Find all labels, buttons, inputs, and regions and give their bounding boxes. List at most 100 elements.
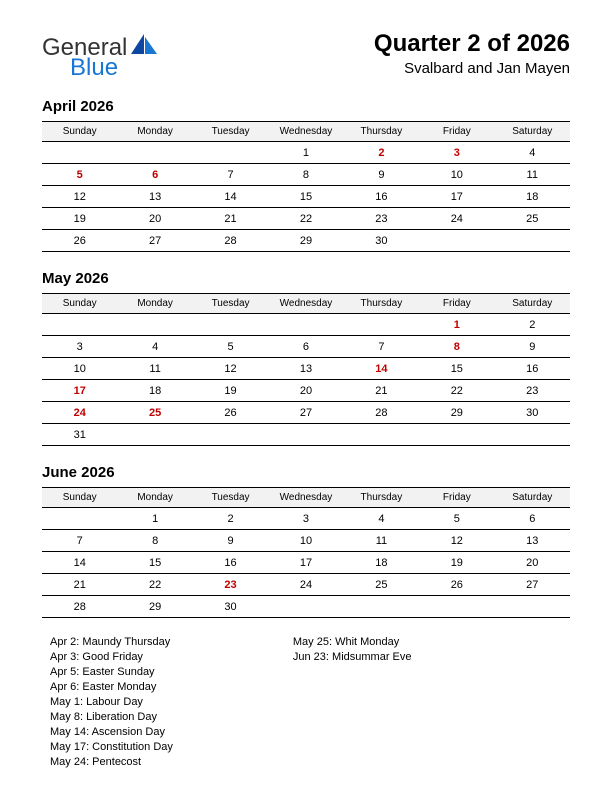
calendar-cell [42, 508, 117, 530]
month-name: May 2026 [42, 270, 570, 287]
calendar-cell: 20 [117, 208, 192, 230]
weekday-header: Wednesday [268, 294, 343, 314]
calendar-cell: 19 [419, 552, 494, 574]
calendar-cell: 29 [117, 596, 192, 618]
calendar-row: 31 [42, 424, 570, 446]
calendar-cell: 20 [495, 552, 570, 574]
calendar-cell: 9 [193, 530, 268, 552]
page-title: Quarter 2 of 2026 [374, 30, 570, 58]
month-name: June 2026 [42, 464, 570, 481]
weekday-header: Thursday [344, 488, 419, 508]
calendar-cell: 2 [344, 142, 419, 164]
calendar-cell [42, 314, 117, 336]
calendar-cell: 10 [268, 530, 343, 552]
calendar-cell: 29 [268, 230, 343, 252]
weekday-header: Saturday [495, 122, 570, 142]
holiday-col-2: May 25: Whit MondayJun 23: Midsummar Eve [293, 636, 412, 768]
calendar-cell [117, 142, 192, 164]
weekday-header: Friday [419, 122, 494, 142]
calendar-cell [495, 424, 570, 446]
calendar-cell: 16 [193, 552, 268, 574]
calendar-cell: 2 [495, 314, 570, 336]
logo-sail-icon [131, 34, 157, 54]
calendar-row: 14151617181920 [42, 552, 570, 574]
calendar-cell: 28 [193, 230, 268, 252]
calendar-cell: 14 [344, 358, 419, 380]
calendar-cell: 7 [42, 530, 117, 552]
calendar-cell: 17 [419, 186, 494, 208]
calendar-cell: 10 [419, 164, 494, 186]
weekday-header: Tuesday [193, 294, 268, 314]
calendar-row: 19202122232425 [42, 208, 570, 230]
weekday-header: Thursday [344, 294, 419, 314]
calendar-cell: 21 [193, 208, 268, 230]
calendar-cell: 14 [42, 552, 117, 574]
calendar-cell: 30 [344, 230, 419, 252]
calendar-cell: 11 [495, 164, 570, 186]
weekday-header: Tuesday [193, 488, 268, 508]
calendar-cell [193, 142, 268, 164]
calendar-cell: 31 [42, 424, 117, 446]
calendar-cell [419, 424, 494, 446]
calendar-cell [419, 596, 494, 618]
calendar-cell: 18 [117, 380, 192, 402]
calendar-row: 12131415161718 [42, 186, 570, 208]
calendar-cell: 19 [193, 380, 268, 402]
calendar-cell: 17 [268, 552, 343, 574]
calendar-cell: 11 [344, 530, 419, 552]
calendar-cell: 24 [268, 574, 343, 596]
weekday-header: Monday [117, 294, 192, 314]
calendar-cell: 29 [419, 402, 494, 424]
calendar-cell: 21 [42, 574, 117, 596]
weekday-header: Saturday [495, 488, 570, 508]
calendar-cell: 3 [268, 508, 343, 530]
calendar-cell: 15 [268, 186, 343, 208]
calendar-cell: 8 [268, 164, 343, 186]
calendar-cell: 2 [193, 508, 268, 530]
calendar-cell: 16 [495, 358, 570, 380]
calendar-cell: 24 [42, 402, 117, 424]
calendar-row: 567891011 [42, 164, 570, 186]
calendar-cell: 30 [193, 596, 268, 618]
holiday-entry: May 1: Labour Day [50, 696, 173, 708]
calendar-cell: 1 [268, 142, 343, 164]
holiday-entry: Apr 2: Maundy Thursday [50, 636, 173, 648]
holiday-entry: May 14: Ascension Day [50, 726, 173, 738]
page-subtitle: Svalbard and Jan Mayen [374, 60, 570, 77]
calendar-cell: 24 [419, 208, 494, 230]
calendar-cell: 23 [193, 574, 268, 596]
weekday-header: Wednesday [268, 488, 343, 508]
calendar-cell: 18 [344, 552, 419, 574]
calendar-cell: 3 [42, 336, 117, 358]
weekday-header: Monday [117, 488, 192, 508]
calendar-cell: 25 [344, 574, 419, 596]
calendar-cell: 17 [42, 380, 117, 402]
calendar-cell: 4 [344, 508, 419, 530]
holiday-entry: Jun 23: Midsummar Eve [293, 651, 412, 663]
holiday-entry: Apr 3: Good Friday [50, 651, 173, 663]
calendar-cell: 7 [344, 336, 419, 358]
calendar-cell [268, 596, 343, 618]
header: General Blue Quarter 2 of 2026 Svalbard … [42, 30, 570, 80]
calendar-cell [193, 314, 268, 336]
calendar-cell [42, 142, 117, 164]
calendar-cell: 13 [495, 530, 570, 552]
month-block: June 2026 SundayMondayTuesdayWednesdayThu… [42, 464, 570, 618]
weekday-header: Friday [419, 488, 494, 508]
weekday-header: Friday [419, 294, 494, 314]
calendar-cell: 13 [117, 186, 192, 208]
weekday-header: Sunday [42, 294, 117, 314]
calendar-table: SundayMondayTuesdayWednesdayThursdayFrid… [42, 487, 570, 618]
calendar-row: 1234 [42, 142, 570, 164]
holiday-entry: May 8: Liberation Day [50, 711, 173, 723]
calendar-cell: 26 [42, 230, 117, 252]
holiday-list: Apr 2: Maundy Thursday Apr 3: Good Friday… [42, 636, 570, 768]
calendar-row: 12 [42, 314, 570, 336]
calendar-cell: 28 [42, 596, 117, 618]
calendar-cell: 30 [495, 402, 570, 424]
calendar-cell: 22 [268, 208, 343, 230]
calendar-cell: 4 [117, 336, 192, 358]
calendar-cell: 4 [495, 142, 570, 164]
calendar-cell: 25 [117, 402, 192, 424]
weekday-header: Sunday [42, 488, 117, 508]
